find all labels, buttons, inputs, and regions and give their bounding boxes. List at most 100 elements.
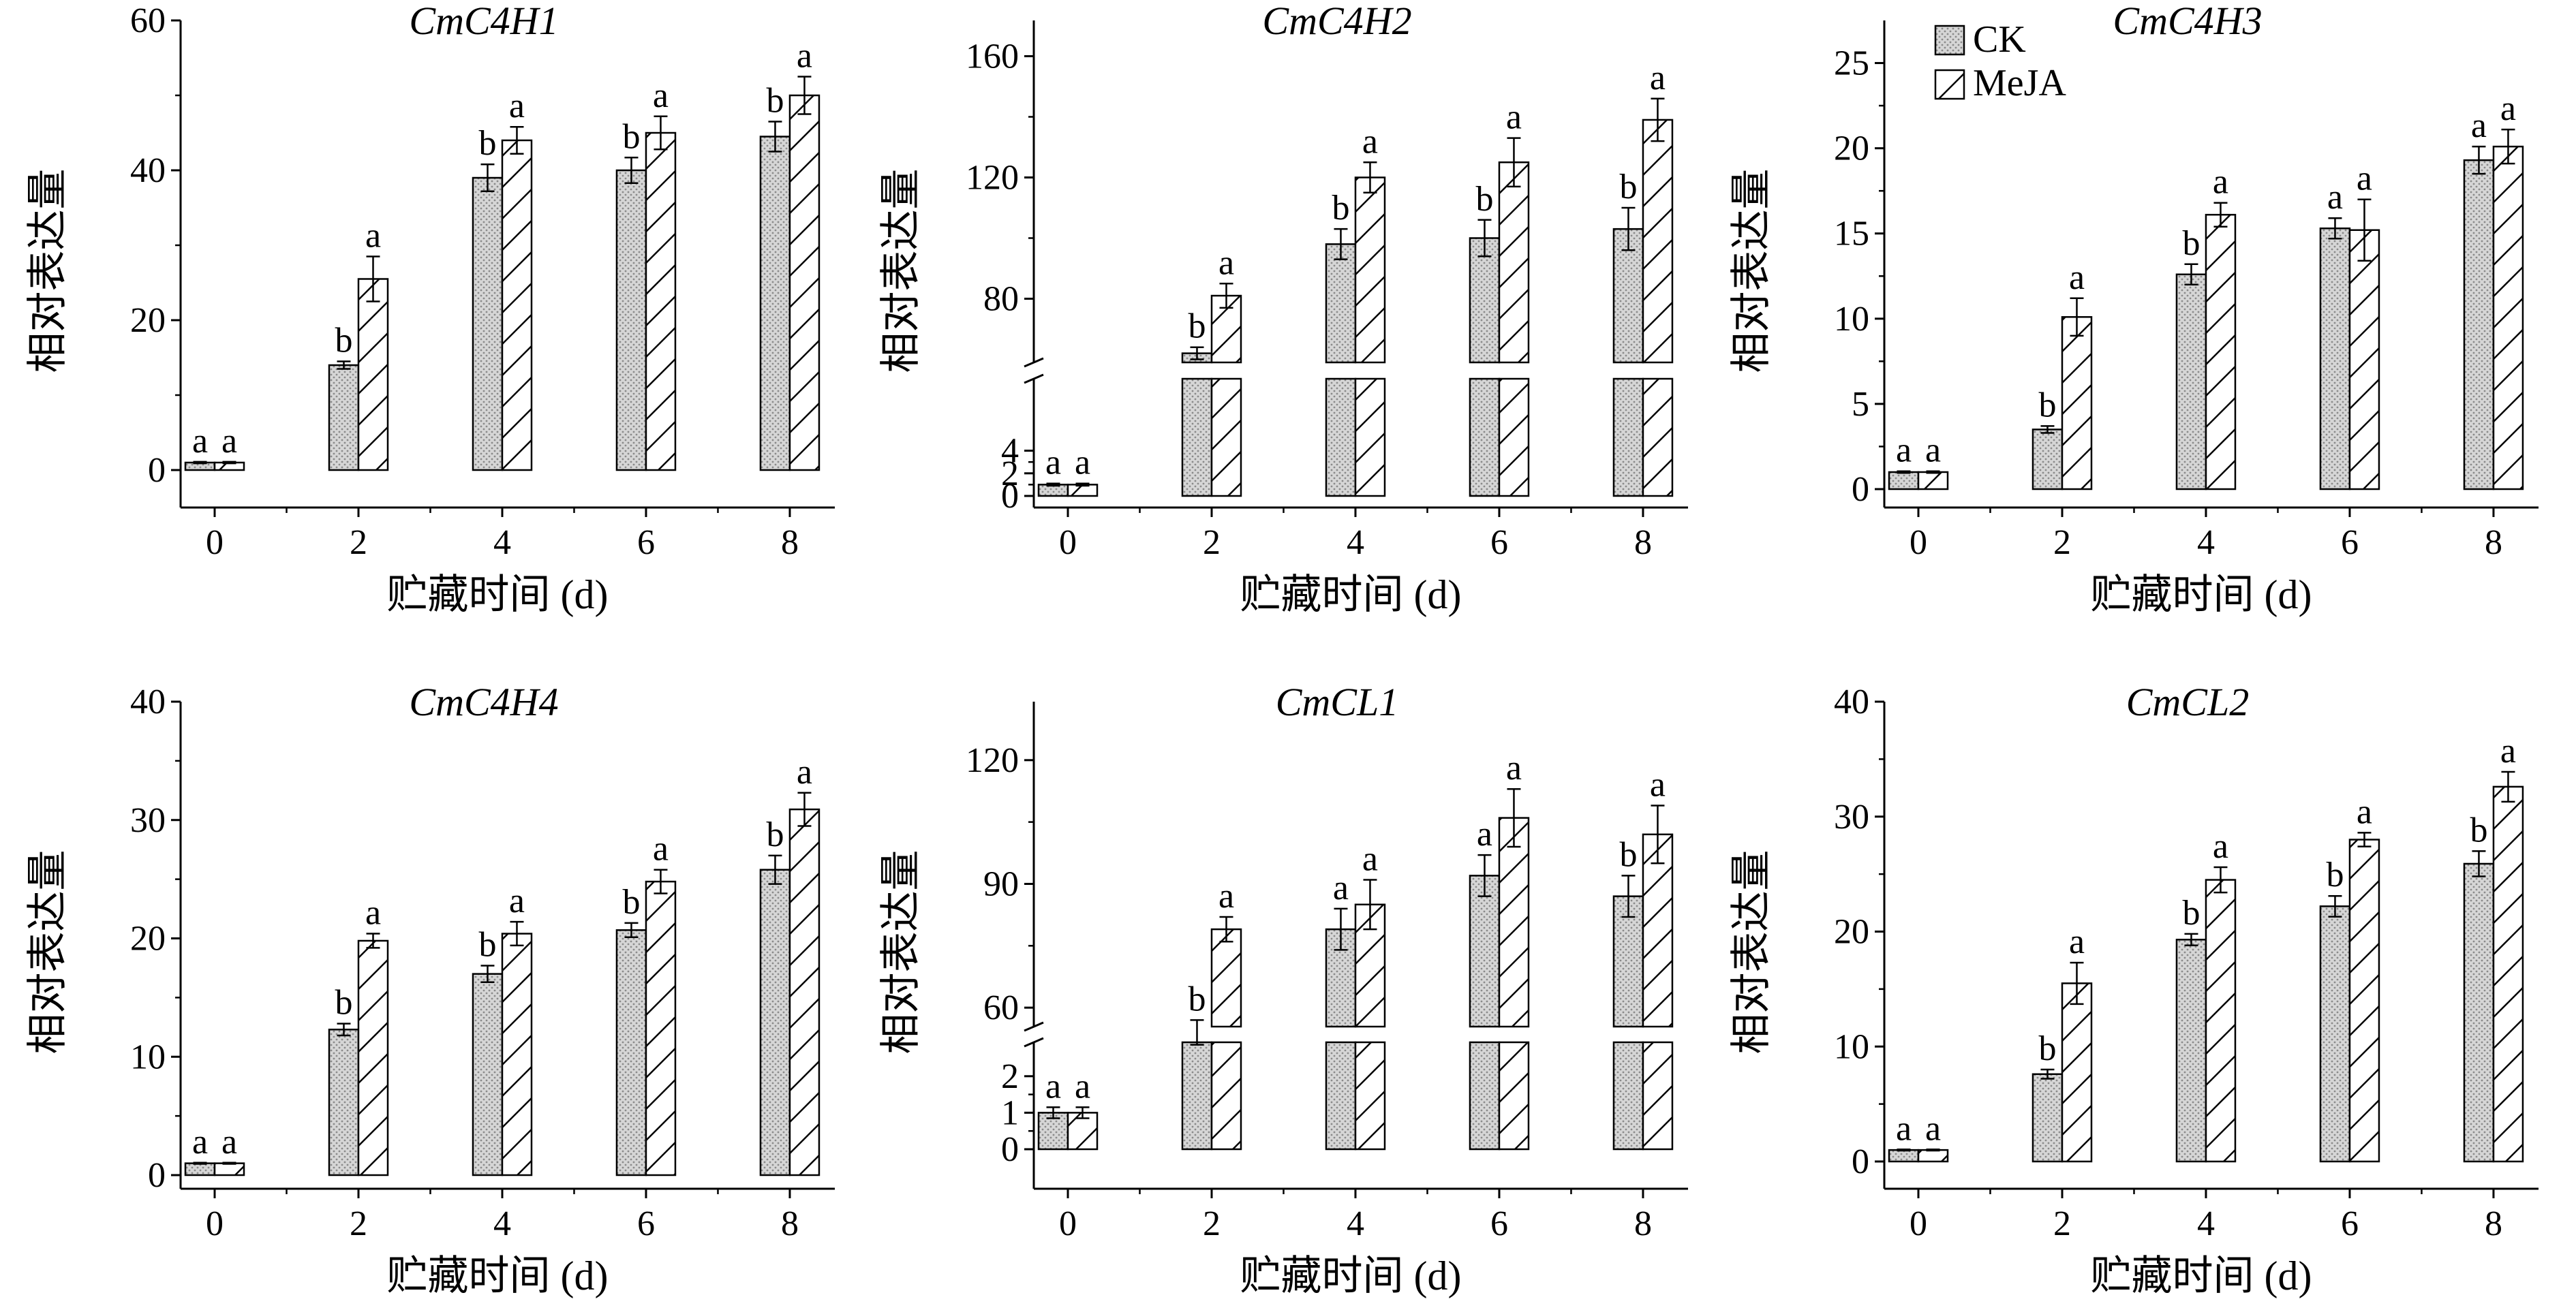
bar-CK-2-lower [1181,1041,1213,1151]
error-bar-MeJA-8 [2501,128,2515,165]
error-bar-MeJA-0 [1926,470,1940,474]
error-bar-CK-4 [480,163,495,193]
error-bar-CK-0 [193,1161,207,1165]
sig-letter-CK-6: b [622,117,640,156]
y-tick-label: 20 [130,301,166,340]
x-tick-label: 0 [1059,1204,1077,1243]
bar-CK-2 [2031,1073,2064,1163]
y-tick-label: 120 [966,741,1019,780]
sig-letter-CK-6: a [2327,178,2343,217]
error-bar-MeJA-6 [1507,137,1521,188]
chart-title: CmC4H4 [409,680,558,724]
bar-MeJA-4-upper [1354,176,1386,364]
y-tick-label: 20 [1834,129,1869,168]
y-tick-label: 20 [1834,913,1869,952]
error-bar-CK-8 [768,121,782,153]
bar-CK-6-lower [1469,377,1501,497]
bar-CK-4 [472,176,504,471]
bar-MeJA-4 [2205,879,2237,1163]
sig-letter-MeJA-6: a [653,830,669,869]
x-tick-label: 0 [1910,1204,1927,1243]
error-bar-MeJA-2 [2070,297,2084,337]
bar-MeJA-6-lower [1498,377,1530,497]
sig-letter-MeJA-6: a [1506,98,1522,137]
legend-meja-label: MeJA [1973,62,2066,104]
error-bar-CK-6 [1477,854,1492,897]
sig-letter-CK-8: a [2471,106,2487,145]
bar-MeJA-2 [2061,316,2093,490]
error-bar-MeJA-2 [2070,961,2084,1005]
sig-letter-MeJA-8: a [2500,732,2516,770]
x-tick-label: 6 [2341,523,2359,562]
error-bar-CK-0 [1897,470,1911,474]
error-bar-CK-2 [1190,1019,1204,1046]
bar-MeJA-8-lower [1642,377,1674,497]
error-bar-MeJA-8 [1651,97,1665,142]
sig-letter-CK-6: b [2326,856,2344,894]
bar-MeJA-2 [357,278,389,471]
bar-MeJA-4 [2205,213,2237,490]
sig-letter-CK-2: b [335,984,352,1023]
error-bar-MeJA-2 [1219,283,1233,309]
sig-letter-CK-8: b [2470,811,2487,849]
bar-MeJA-0 [1067,1112,1099,1151]
x-tick-label: 2 [350,523,367,562]
bar-CK-2-lower [1181,377,1213,497]
bar-MeJA-8 [788,808,821,1176]
bar-CK-8 [759,136,791,471]
sig-letter-CK-8: b [766,815,784,854]
error-bar-CK-4 [2184,933,2198,946]
bar-MeJA-6-lower [1498,1041,1530,1151]
chart-title: CmC4H1 [409,0,558,43]
error-bar-MeJA-4 [510,125,524,155]
sig-letter-CK-6: b [622,883,640,922]
error-bar-CK-6 [624,922,639,939]
bar-MeJA-2 [357,939,389,1176]
error-bar-MeJA-4 [2213,202,2228,228]
error-bar-MeJA-8 [1651,805,1665,864]
sig-letter-MeJA-4: a [2213,827,2228,866]
bar-CK-4 [472,973,504,1176]
sig-letter-MeJA-8: a [2500,89,2516,128]
chart-title: CmCL2 [2126,680,2250,724]
sig-letter-MeJA-8: a [797,753,812,792]
y-tick-label: 2 [1001,454,1019,493]
y-axis-label: 相对表达量 [25,169,70,373]
error-bar-CK-4 [1334,907,1348,951]
error-bar-MeJA-8 [797,792,812,827]
x-tick-label: 2 [1203,1204,1221,1243]
bar-CK-8-lower [1612,1041,1644,1151]
axis-break-mark [1024,1021,1044,1048]
bar-MeJA-2-upper [1210,928,1242,1028]
error-bar-CK-4 [2184,263,2198,286]
y-tick-label: 40 [130,151,166,190]
bar-CK-6 [615,169,647,471]
x-tick-label: 2 [2053,1204,2071,1243]
legend-meja-swatch [1934,69,1965,100]
error-bar-CK-6 [1477,219,1492,258]
bar-CK-6 [2319,227,2351,490]
y-tick-label: 0 [148,1156,166,1195]
x-tick-label: 6 [637,523,655,562]
error-bar-CK-2 [1190,346,1204,360]
bar-CK-6 [615,929,647,1176]
error-bar-CK-6 [624,157,639,184]
error-bar-MeJA-6 [654,115,668,151]
error-bar-CK-8 [1621,875,1636,918]
y-tick-label: 160 [966,37,1019,76]
x-tick-label: 2 [1203,523,1221,562]
sig-letter-CK-4: b [478,124,496,163]
x-tick-label: 4 [2197,1204,2215,1243]
x-tick-label: 6 [2341,1204,2359,1243]
sig-letter-MeJA-2: a [1218,243,1234,282]
sig-letter-MeJA-6: a [2357,792,2372,831]
bar-MeJA-8-upper [1642,833,1674,1028]
error-bar-CK-2 [2040,425,2055,434]
sig-letter-MeJA-6: a [1506,749,1522,787]
sig-letter-MeJA-4: a [1362,122,1378,161]
sig-letter-MeJA-4: a [509,882,525,920]
y-axis-label: 相对表达量 [1729,169,1774,373]
sig-letter-MeJA-4: a [1362,839,1378,878]
